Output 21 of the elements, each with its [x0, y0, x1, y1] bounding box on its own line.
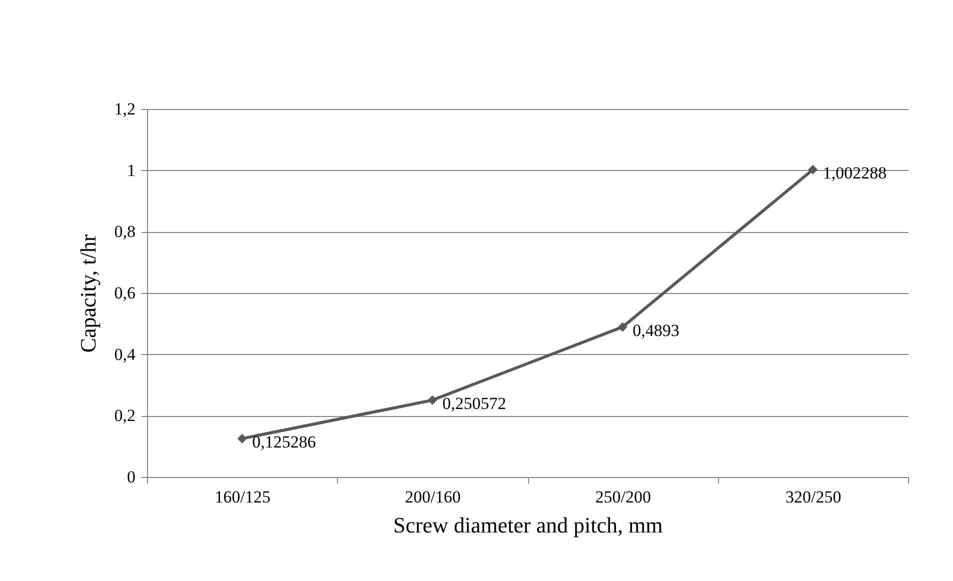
x-tick-label: 160/125 — [214, 488, 270, 506]
y-axis-title: Capacity, t/hr — [75, 234, 100, 353]
point — [237, 434, 247, 444]
data-label: 0,4893 — [632, 320, 680, 340]
x-tick-label: 200/160 — [405, 488, 461, 506]
x-tick-label: 320/250 — [786, 488, 842, 506]
point — [618, 322, 628, 332]
x-tick-label: 250/200 — [595, 488, 651, 506]
y-tick-label: 0 — [127, 468, 136, 486]
data-label: 1,002288 — [822, 164, 887, 183]
y-tick-label: 0,2 — [114, 406, 136, 426]
y-tick-label: 0,4 — [114, 344, 136, 364]
y-tick-label: 1 — [127, 160, 136, 180]
point — [428, 395, 438, 405]
data-label: 0,125286 — [252, 432, 316, 452]
x-axis-title: Screw diameter and pitch, mm — [393, 512, 663, 538]
point — [808, 164, 818, 174]
y-tick-label: 1,2 — [114, 100, 136, 118]
y-tick-label: 0,6 — [114, 284, 136, 302]
y-tick-label: 0,8 — [114, 222, 136, 242]
data-label: 0,250572 — [442, 394, 506, 414]
